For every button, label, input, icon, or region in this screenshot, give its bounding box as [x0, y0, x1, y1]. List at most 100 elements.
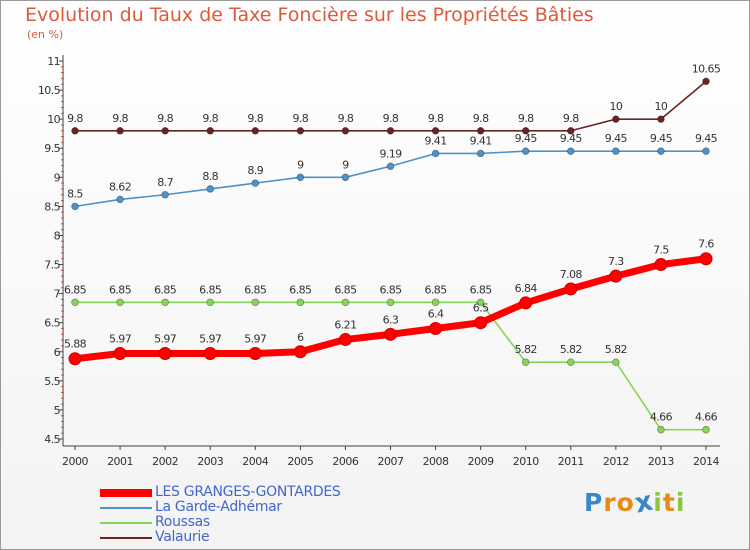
logo-letter: P: [584, 488, 604, 517]
data-point: [699, 252, 713, 266]
data-label: 10: [655, 100, 668, 113]
data-label: 6.85: [289, 283, 312, 296]
data-point: [566, 147, 575, 155]
y-tick-label: 10.5: [38, 84, 61, 97]
legend-swatch: [100, 522, 152, 524]
data-label: 6.4: [428, 308, 444, 321]
data-label: 6: [297, 331, 304, 344]
data-point: [113, 347, 127, 361]
x-tick-label: 2008: [423, 455, 449, 468]
data-label: 6.85: [379, 283, 402, 296]
data-point: [519, 296, 533, 310]
series-valaurie: [71, 77, 710, 135]
data-point: [251, 298, 260, 307]
data-label: 10.65: [692, 62, 721, 75]
data-point: [251, 126, 260, 135]
data-labels-layer: 5.88 5.97 5.97 5.97 5.97 6 6.21 6.3 6.4 6.5 6.84 7.…: [64, 62, 721, 423]
data-point: [161, 126, 169, 135]
y-tick-label: 11: [47, 55, 60, 68]
data-point: [206, 298, 215, 307]
data-label: 9.8: [112, 112, 128, 125]
data-point: [612, 358, 620, 367]
logo-letter: i: [675, 488, 686, 517]
data-label: 9.8: [563, 112, 579, 125]
data-point: [296, 126, 305, 135]
data-label: 5.97: [199, 333, 222, 346]
data-label: 5.82: [605, 343, 627, 356]
legend-swatch: [100, 537, 152, 539]
x-tick-label: 2003: [197, 455, 223, 468]
data-point: [521, 126, 530, 135]
data-label: 9.8: [518, 112, 534, 125]
data-point: [657, 147, 665, 155]
data-point: [657, 115, 665, 123]
x-tick-label: 2000: [62, 455, 88, 468]
data-point: [474, 316, 488, 330]
data-label: 6.85: [154, 283, 177, 296]
data-point: [248, 347, 262, 361]
data-point: [476, 126, 485, 135]
data-label: 9.45: [515, 132, 538, 145]
data-label: 6.85: [470, 283, 493, 296]
data-point: [71, 298, 79, 307]
data-label: 6.21: [334, 319, 356, 332]
y-tick-label: 9.5: [44, 142, 60, 155]
data-label: 9.41: [470, 134, 492, 147]
series-roussas: [71, 298, 710, 434]
y-tick-label: 7.5: [44, 259, 60, 272]
data-point: [476, 149, 485, 158]
data-point: [68, 352, 82, 366]
data-point: [158, 347, 172, 361]
x-tick-label: 2004: [242, 455, 268, 468]
data-point: [612, 147, 620, 155]
x-tick-label: 2013: [648, 455, 674, 468]
data-label: 4.66: [695, 411, 718, 424]
logo-letter: r: [603, 488, 617, 517]
chart-axes: 4.5 5 5.5 6 6.5 7 7.5 8 8.5 9 9.5 10 10.5 11 2000 2001 2…: [38, 55, 720, 468]
data-point: [386, 126, 395, 135]
data-label: 9.8: [202, 112, 218, 125]
data-point: [341, 126, 350, 135]
x-tick-label: 2007: [378, 455, 404, 468]
legend-swatch: [100, 507, 152, 509]
y-tick-label: 5.5: [44, 375, 60, 388]
data-point: [521, 358, 530, 367]
data-label: 9.45: [695, 132, 718, 145]
data-label: 9.45: [605, 132, 628, 145]
logo-letter: t: [662, 488, 676, 517]
data-label: 9.19: [379, 147, 402, 160]
data-point: [293, 345, 307, 359]
data-label: 5.97: [109, 333, 132, 346]
data-point: [251, 179, 260, 187]
data-point: [521, 147, 530, 155]
data-point: [657, 425, 665, 434]
data-label: 6.85: [199, 283, 222, 296]
data-label: 8.7: [157, 176, 173, 189]
data-point: [429, 322, 443, 336]
proxiti-logo: ProxitiProxiti: [584, 485, 686, 519]
y-tick-label: 9: [54, 171, 61, 184]
data-point: [116, 298, 124, 307]
data-point: [386, 298, 395, 307]
data-label: 9.41: [425, 134, 447, 147]
data-label: 7.3: [608, 255, 624, 268]
data-point: [71, 126, 79, 135]
data-point: [341, 173, 350, 182]
data-label: 9: [297, 158, 304, 171]
logo-letter: i: [653, 488, 663, 517]
y-tick-label: 6: [54, 346, 61, 359]
series-layer: [68, 77, 713, 434]
data-label: 9.8: [293, 112, 309, 125]
data-point: [564, 282, 578, 296]
x-tick-label: 2001: [107, 455, 133, 468]
y-tick-label: 10: [47, 113, 60, 126]
series-la-garde-adh-mar: [71, 147, 710, 211]
data-label: 8.9: [247, 164, 263, 177]
data-label: 6.85: [64, 283, 87, 296]
data-label: 6.85: [334, 283, 357, 296]
data-point: [296, 173, 305, 182]
chart-unit-label: (en %): [27, 28, 64, 41]
y-tick-label: 4.5: [44, 433, 60, 446]
legend-label: Valaurie: [155, 529, 210, 545]
data-label: 9.8: [67, 112, 83, 125]
